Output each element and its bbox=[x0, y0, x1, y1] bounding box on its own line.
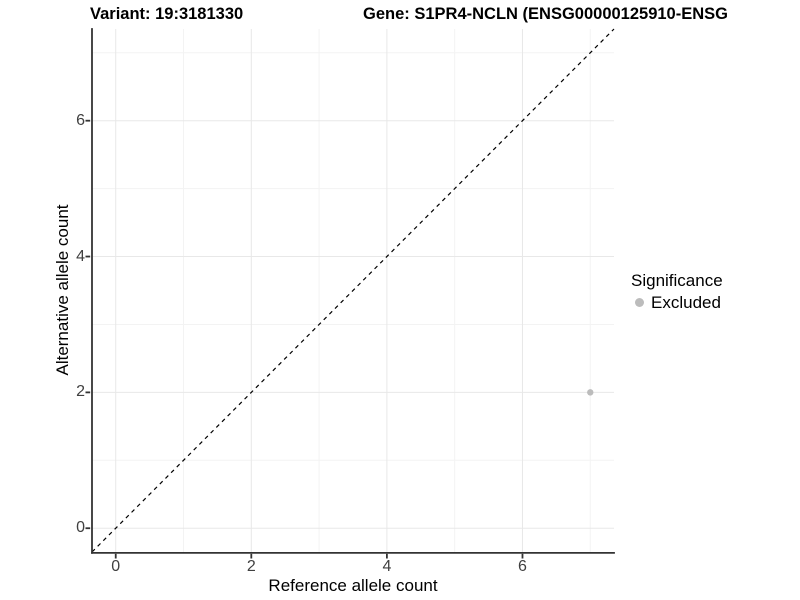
x-tick-label: 4 bbox=[382, 558, 392, 575]
y-tick-label: 6 bbox=[76, 111, 85, 129]
plot-title-gene: Gene: S1PR4-NCLN (ENSG00000125910-ENSG bbox=[363, 5, 728, 23]
legend-item-excluded: Excluded bbox=[631, 293, 723, 312]
y-tick-label: 2 bbox=[76, 383, 85, 401]
axis-tick-marks bbox=[85, 119, 524, 559]
x-tick-label: 6 bbox=[518, 558, 527, 575]
y-tick-label: 0 bbox=[76, 519, 85, 537]
x-tick-label: 2 bbox=[246, 558, 256, 575]
legend: Significance Excluded bbox=[631, 271, 723, 312]
grid-minor-lines bbox=[92, 29, 614, 552]
y-tick-label: 4 bbox=[76, 247, 85, 265]
x-axis-title: Reference allele count bbox=[268, 576, 438, 595]
identity-reference-line bbox=[91, 28, 615, 553]
legend-item-label: Excluded bbox=[651, 293, 721, 312]
data-point bbox=[587, 389, 594, 396]
data-points bbox=[587, 389, 594, 396]
plot-title-variant: Variant: 19:3181330 bbox=[90, 5, 244, 23]
y-axis-title: Alternative allele count bbox=[53, 204, 72, 376]
x-tick-label: 0 bbox=[111, 558, 121, 575]
legend-title: Significance bbox=[631, 271, 723, 290]
legend-key-dot bbox=[635, 298, 644, 307]
grid-major-lines bbox=[92, 29, 614, 552]
axis-lines bbox=[91, 28, 615, 554]
